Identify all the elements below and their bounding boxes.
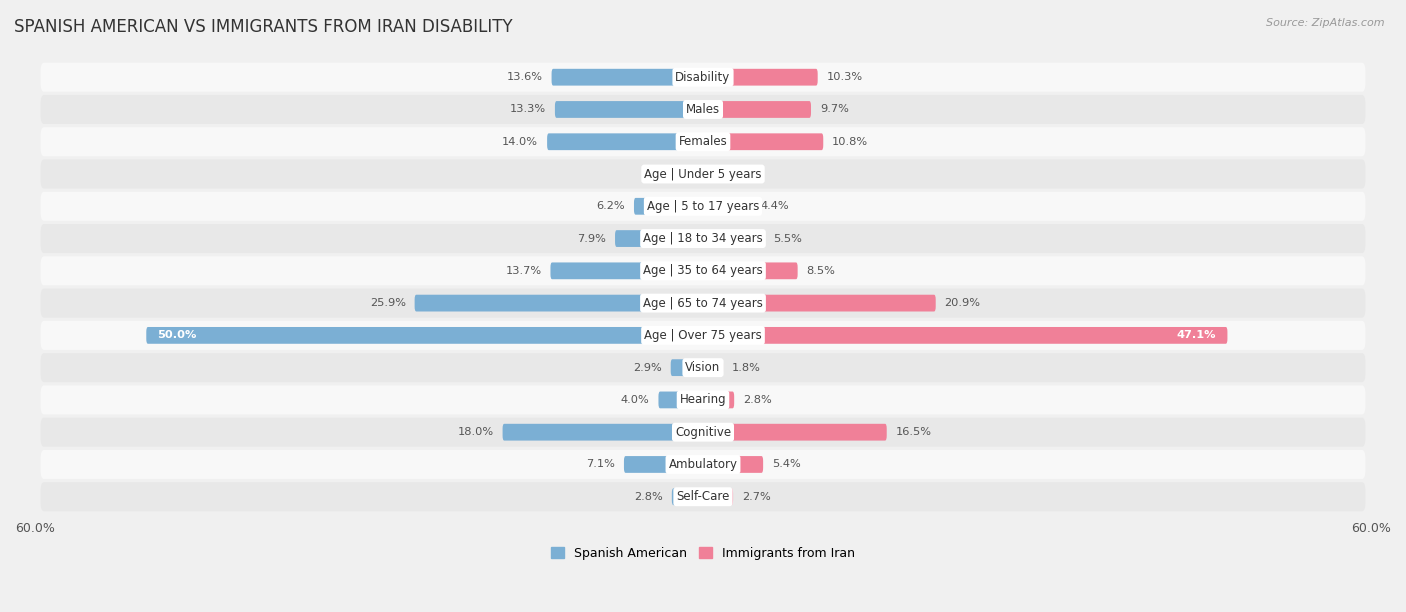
Text: 1.0%: 1.0% — [723, 169, 752, 179]
FancyBboxPatch shape — [146, 327, 703, 344]
FancyBboxPatch shape — [41, 256, 1365, 285]
FancyBboxPatch shape — [703, 392, 734, 408]
Text: Age | Under 5 years: Age | Under 5 years — [644, 168, 762, 181]
FancyBboxPatch shape — [672, 488, 703, 505]
FancyBboxPatch shape — [703, 133, 824, 150]
FancyBboxPatch shape — [703, 101, 811, 118]
FancyBboxPatch shape — [551, 69, 703, 86]
Text: 18.0%: 18.0% — [457, 427, 494, 437]
Text: Age | 18 to 34 years: Age | 18 to 34 years — [643, 232, 763, 245]
FancyBboxPatch shape — [41, 127, 1365, 156]
FancyBboxPatch shape — [658, 392, 703, 408]
Text: 13.3%: 13.3% — [510, 105, 546, 114]
FancyBboxPatch shape — [41, 192, 1365, 221]
Text: SPANISH AMERICAN VS IMMIGRANTS FROM IRAN DISABILITY: SPANISH AMERICAN VS IMMIGRANTS FROM IRAN… — [14, 18, 513, 36]
Text: 2.8%: 2.8% — [744, 395, 772, 405]
Text: 1.1%: 1.1% — [652, 169, 682, 179]
FancyBboxPatch shape — [41, 95, 1365, 124]
FancyBboxPatch shape — [41, 417, 1365, 447]
Text: 16.5%: 16.5% — [896, 427, 932, 437]
Text: 14.0%: 14.0% — [502, 136, 538, 147]
Text: 10.3%: 10.3% — [827, 72, 863, 82]
FancyBboxPatch shape — [703, 230, 765, 247]
Text: Age | 35 to 64 years: Age | 35 to 64 years — [643, 264, 763, 277]
Text: 4.4%: 4.4% — [761, 201, 790, 211]
Text: 10.8%: 10.8% — [832, 136, 869, 147]
Text: 8.5%: 8.5% — [807, 266, 835, 276]
FancyBboxPatch shape — [703, 456, 763, 473]
FancyBboxPatch shape — [41, 386, 1365, 414]
Text: 7.1%: 7.1% — [586, 460, 614, 469]
Text: 9.7%: 9.7% — [820, 105, 849, 114]
FancyBboxPatch shape — [551, 263, 703, 279]
Text: 13.7%: 13.7% — [505, 266, 541, 276]
FancyBboxPatch shape — [703, 295, 936, 312]
FancyBboxPatch shape — [703, 69, 818, 86]
FancyBboxPatch shape — [41, 450, 1365, 479]
FancyBboxPatch shape — [547, 133, 703, 150]
Text: 50.0%: 50.0% — [157, 330, 197, 340]
Text: Cognitive: Cognitive — [675, 426, 731, 439]
Text: Vision: Vision — [685, 361, 721, 374]
FancyBboxPatch shape — [41, 62, 1365, 92]
FancyBboxPatch shape — [614, 230, 703, 247]
Text: Disability: Disability — [675, 71, 731, 84]
FancyBboxPatch shape — [502, 424, 703, 441]
FancyBboxPatch shape — [671, 359, 703, 376]
FancyBboxPatch shape — [703, 327, 1227, 344]
Text: 2.9%: 2.9% — [633, 363, 662, 373]
Text: 25.9%: 25.9% — [370, 298, 406, 308]
Text: 2.8%: 2.8% — [634, 491, 662, 502]
FancyBboxPatch shape — [703, 263, 797, 279]
Text: 5.5%: 5.5% — [773, 234, 801, 244]
Text: 13.6%: 13.6% — [506, 72, 543, 82]
FancyBboxPatch shape — [41, 482, 1365, 511]
FancyBboxPatch shape — [634, 198, 703, 215]
Text: 4.0%: 4.0% — [621, 395, 650, 405]
Text: 2.7%: 2.7% — [742, 491, 770, 502]
FancyBboxPatch shape — [703, 166, 714, 182]
Text: Age | Over 75 years: Age | Over 75 years — [644, 329, 762, 342]
Text: 7.9%: 7.9% — [578, 234, 606, 244]
FancyBboxPatch shape — [703, 198, 752, 215]
FancyBboxPatch shape — [703, 488, 733, 505]
Text: Self-Care: Self-Care — [676, 490, 730, 503]
FancyBboxPatch shape — [624, 456, 703, 473]
Text: 20.9%: 20.9% — [945, 298, 980, 308]
Text: 47.1%: 47.1% — [1177, 330, 1216, 340]
FancyBboxPatch shape — [555, 101, 703, 118]
FancyBboxPatch shape — [41, 160, 1365, 188]
Text: Hearing: Hearing — [679, 394, 727, 406]
Text: Males: Males — [686, 103, 720, 116]
Text: 5.4%: 5.4% — [772, 460, 801, 469]
FancyBboxPatch shape — [690, 166, 703, 182]
Text: 1.8%: 1.8% — [733, 363, 761, 373]
FancyBboxPatch shape — [703, 424, 887, 441]
Text: Age | 65 to 74 years: Age | 65 to 74 years — [643, 297, 763, 310]
FancyBboxPatch shape — [41, 289, 1365, 318]
FancyBboxPatch shape — [703, 359, 723, 376]
FancyBboxPatch shape — [41, 353, 1365, 382]
FancyBboxPatch shape — [415, 295, 703, 312]
Text: 6.2%: 6.2% — [596, 201, 626, 211]
Text: Source: ZipAtlas.com: Source: ZipAtlas.com — [1267, 18, 1385, 28]
FancyBboxPatch shape — [41, 224, 1365, 253]
FancyBboxPatch shape — [41, 321, 1365, 350]
Legend: Spanish American, Immigrants from Iran: Spanish American, Immigrants from Iran — [547, 542, 859, 565]
Text: Ambulatory: Ambulatory — [668, 458, 738, 471]
Text: Age | 5 to 17 years: Age | 5 to 17 years — [647, 200, 759, 213]
Text: Females: Females — [679, 135, 727, 148]
